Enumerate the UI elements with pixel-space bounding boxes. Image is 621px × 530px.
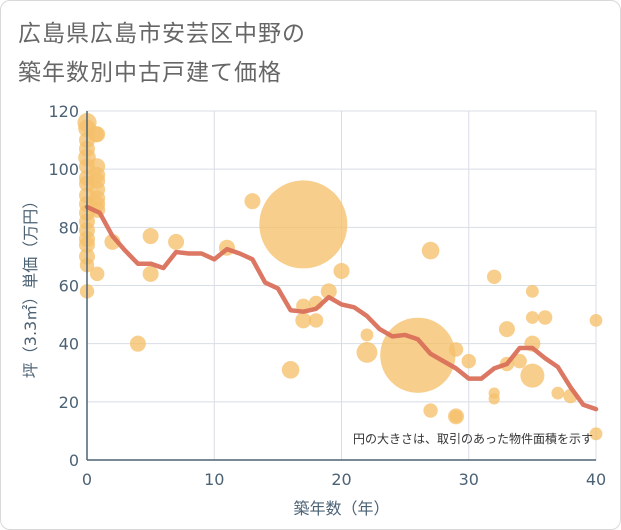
bubble-point	[142, 228, 159, 245]
bubble-point	[448, 342, 464, 357]
chart-title: 広島県広島市安芸区中野の 築年数別中古戸建て価格	[18, 15, 578, 93]
bubble-series	[77, 113, 603, 441]
bubble-point	[512, 353, 527, 369]
chart-note: 円の大きさは、取引のあった物件面積を示す	[353, 431, 593, 446]
bubble-point	[589, 314, 603, 327]
bubble-point	[259, 180, 348, 269]
bubble-point	[308, 313, 324, 328]
bubble-point	[333, 262, 350, 279]
bubble-point	[461, 353, 476, 369]
bubble-point	[520, 363, 545, 388]
y-tick-label: 60	[59, 277, 79, 296]
y-tick-label: 40	[59, 335, 79, 354]
x-tick-label: 40	[586, 470, 606, 489]
bubble-point	[498, 321, 515, 338]
bubble-point	[356, 341, 378, 363]
bubble-point	[360, 328, 374, 342]
trend-line-group	[84, 204, 599, 412]
x-tick-label: 30	[459, 470, 479, 489]
bubble-point	[589, 427, 603, 441]
y-tick-label: 100	[48, 160, 79, 179]
y-tick-label: 20	[59, 393, 79, 412]
axes: 0 20 40 60 80 100 120 0 10 20 30 40	[48, 102, 606, 489]
bubble-point	[537, 310, 553, 325]
y-tick-label: 0	[69, 451, 79, 470]
bubble-point	[320, 283, 337, 300]
y-tick-label: 120	[48, 102, 79, 121]
y-tick-label: 80	[59, 218, 79, 237]
x-tick-label: 0	[82, 470, 92, 489]
bubble-point	[487, 269, 502, 284]
bubble-point	[281, 361, 300, 379]
bubble-point	[129, 335, 146, 352]
trend-line	[84, 204, 599, 412]
bubble-point	[449, 409, 463, 423]
bubble-point	[168, 233, 185, 250]
bubble-point	[380, 317, 456, 393]
bubble-point	[525, 284, 539, 298]
bubble-point	[551, 386, 565, 400]
y-axis-label: 坪（3.3㎡）単価（万円）	[21, 193, 40, 378]
bubble-point	[488, 393, 500, 405]
x-tick-label: 20	[331, 470, 351, 489]
chart-title-line1: 広島県広島市安芸区中野の	[18, 21, 306, 47]
bubble-point	[421, 241, 440, 260]
bubble-point	[525, 311, 539, 324]
x-axis-label: 築年数（年）	[293, 499, 389, 518]
bubble-point	[89, 266, 105, 282]
grid-lines	[86, 110, 597, 461]
bubble-point	[89, 126, 106, 143]
x-tick-label: 10	[204, 470, 224, 489]
chart-title-line2: 築年数別中古戸建て価格	[18, 60, 282, 86]
bubble-point	[244, 193, 261, 210]
bubble-point	[142, 265, 159, 282]
bubble-point	[423, 403, 438, 418]
bubble-point	[295, 312, 312, 329]
